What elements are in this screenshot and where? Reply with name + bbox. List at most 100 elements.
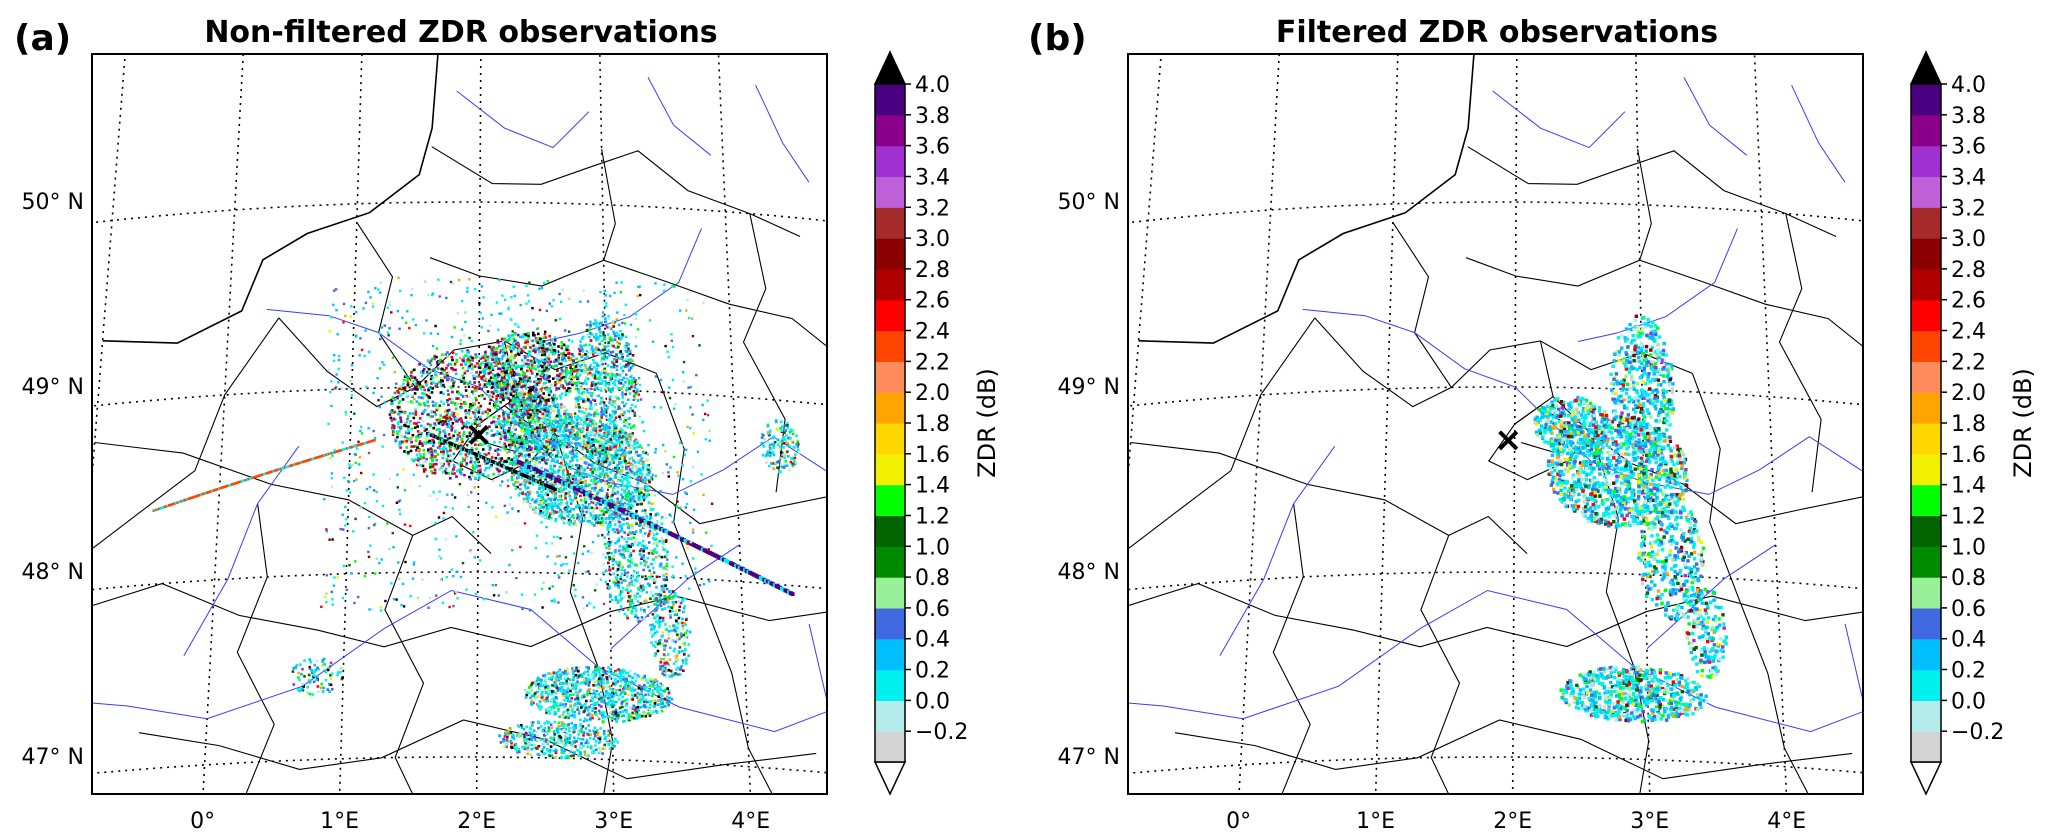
- echo-pixel: [527, 486, 530, 490]
- echo-pixel: [590, 705, 594, 708]
- echo-pixel: [568, 467, 572, 470]
- echo-pixel: [510, 431, 513, 434]
- echo-pixel: [598, 672, 602, 675]
- echo-pixel: [638, 684, 641, 687]
- echo-pixel: [649, 700, 653, 703]
- echo-pixel: [577, 464, 581, 468]
- echo-pixel: [649, 519, 653, 523]
- echo-pixel: [628, 387, 631, 390]
- echo-pixel: [666, 550, 669, 554]
- echo-pixel: [625, 483, 629, 487]
- echo-pixel: [678, 605, 682, 609]
- echo-pixel: [588, 475, 592, 478]
- echo-pixel: [653, 702, 657, 705]
- echo-pixel: [580, 695, 584, 698]
- echo-pixel: [601, 344, 604, 347]
- echo-pixel: [625, 711, 628, 714]
- echo-pixel: [575, 427, 579, 430]
- echo-pixel: [541, 445, 544, 449]
- echo-pixel: [585, 434, 588, 438]
- echo-pixel: [623, 446, 626, 450]
- echo-pixel: [661, 586, 665, 590]
- echo-pixel: [620, 605, 623, 608]
- echo-pixel: [552, 713, 556, 717]
- echo-pixel: [542, 437, 545, 441]
- echo-pixel: [614, 549, 617, 552]
- echo-pixel: [622, 420, 626, 423]
- echo-pixel: [638, 549, 642, 553]
- echo-pixel: [612, 572, 616, 576]
- echo-pixel: [522, 436, 525, 440]
- echo-pixel: [653, 538, 656, 542]
- echo-pixel: [646, 681, 649, 684]
- echo-pixel: [597, 459, 601, 463]
- echo-pixel: [550, 404, 553, 408]
- echo-pixel: [611, 517, 615, 521]
- echo-pixel: [607, 440, 610, 444]
- echo-pixel: [566, 504, 569, 507]
- panel-a-title: Non-filtered ZDR observations: [204, 15, 717, 50]
- echo-pixel: [463, 382, 466, 385]
- echo-pixel: [557, 674, 561, 678]
- echo-pixel: [468, 355, 472, 358]
- echo-pixel: [469, 406, 473, 410]
- echo-pixel: [529, 685, 533, 688]
- echo-pixel: [623, 410, 626, 414]
- echo-pixel: [502, 424, 505, 427]
- echo-pixel: [621, 496, 624, 499]
- echo-pixel: [606, 493, 609, 497]
- echo-pixel: [625, 498, 628, 501]
- echo-pixel: [627, 347, 630, 350]
- echo-pixel: [556, 689, 560, 692]
- echo-pixel: [591, 333, 594, 336]
- echo-pixel: [586, 713, 589, 717]
- echo-pixel: [603, 335, 606, 339]
- echo-pixel: [604, 407, 607, 411]
- echo-pixel: [526, 422, 529, 426]
- echo-pixel: [550, 422, 553, 425]
- echo-pixel: [547, 410, 550, 414]
- echo-pixel: [638, 696, 641, 700]
- echo-pixel: [430, 382, 433, 385]
- echo-pixel: [653, 581, 656, 584]
- echo-pixel: [620, 705, 624, 709]
- echo-pixel: [636, 703, 640, 706]
- echo-pixel: [575, 666, 578, 670]
- echo-pixel: [576, 676, 580, 679]
- echo-pixel: [628, 381, 631, 384]
- echo-pixel: [446, 450, 449, 453]
- echo-pixel: [633, 672, 637, 676]
- echo-pixel: [556, 409, 560, 413]
- echo-pixel: [580, 471, 584, 475]
- echo-pixel: [646, 473, 649, 476]
- echo-pixel: [564, 463, 567, 467]
- echo-pixel: [603, 371, 606, 374]
- echo-pixel: [586, 484, 590, 488]
- echo-pixel: [525, 693, 529, 697]
- echo-pixel: [466, 354, 469, 358]
- echo-pixel: [565, 421, 568, 424]
- echo-pixel: [574, 401, 578, 404]
- echo-pixel: [585, 455, 588, 459]
- echo-pixel: [491, 453, 495, 456]
- echo-pixel: [596, 445, 599, 449]
- echo-pixel: [619, 684, 622, 688]
- echo-pixel: [649, 515, 653, 519]
- echo-pixel: [615, 442, 618, 446]
- echo-pixel: [617, 449, 620, 452]
- echo-pixel: [644, 714, 648, 718]
- echo-pixel: [578, 434, 582, 438]
- echo-pixel: [474, 455, 478, 459]
- echo-pixel: [457, 397, 460, 400]
- echo-pixel: [579, 703, 583, 707]
- echo-pixel: [654, 555, 658, 559]
- echo-pixel: [620, 702, 623, 705]
- echo-pixel: [481, 472, 485, 476]
- echo-pixel: [659, 661, 663, 664]
- echo-pixel: [590, 407, 593, 410]
- echo-pixel: [573, 698, 577, 701]
- echo-pixel: [613, 508, 617, 512]
- echo-pixel: [625, 544, 628, 547]
- echo-pixel: [564, 427, 568, 430]
- echo-pixel: [636, 714, 639, 717]
